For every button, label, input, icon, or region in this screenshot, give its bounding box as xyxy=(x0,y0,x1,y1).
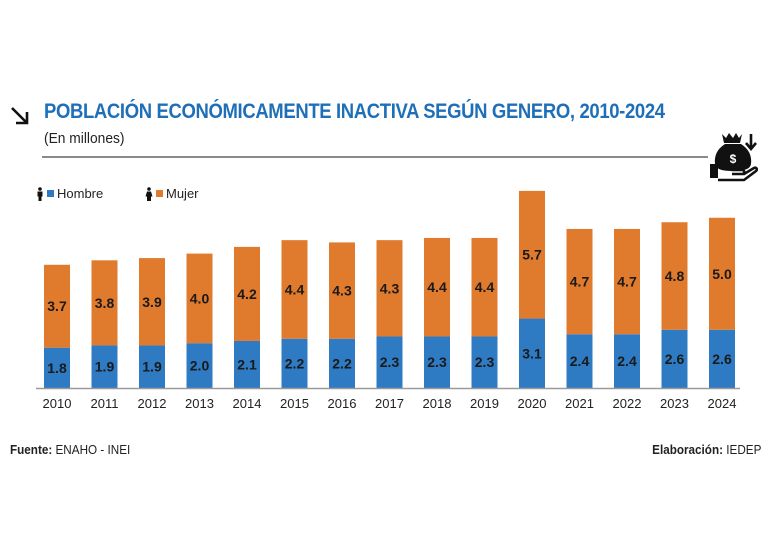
bar-hombre-2020 xyxy=(519,318,545,388)
bar-hombre-2015 xyxy=(281,338,308,388)
money-bag-hand-icon: $ xyxy=(710,133,758,182)
bar-hombre-2023 xyxy=(661,329,688,388)
data-label-hombre-2016: 2.2 xyxy=(332,355,352,371)
credit-value: IEDEP xyxy=(722,442,761,457)
bar-mujer-2010 xyxy=(44,264,70,348)
data-label-mujer-2019: 4.4 xyxy=(475,279,495,295)
bar-mujer-2011 xyxy=(91,260,118,346)
data-label-mujer-2020: 5.7 xyxy=(522,247,542,263)
x-tick-label-2017: 2017 xyxy=(375,396,404,411)
data-label-mujer-2015: 4.4 xyxy=(285,281,305,297)
title-divider xyxy=(42,156,708,158)
man-icon xyxy=(37,186,43,201)
data-label-hombre-2010: 1.8 xyxy=(47,360,67,376)
bar-hombre-2011 xyxy=(91,345,118,388)
bar-mujer-2012 xyxy=(139,258,165,346)
bar-hombre-2016 xyxy=(329,338,355,388)
data-label-mujer-2012: 3.9 xyxy=(142,294,162,310)
data-label-hombre-2024: 2.6 xyxy=(712,351,732,367)
data-label-mujer-2024: 5.0 xyxy=(712,266,732,282)
x-tick-label-2022: 2022 xyxy=(613,396,642,411)
bar-hombre-2024 xyxy=(709,329,735,388)
svg-text:$: $ xyxy=(730,152,737,166)
bar-hombre-2021 xyxy=(566,334,593,388)
data-label-mujer-2023: 4.8 xyxy=(665,268,685,284)
data-label-hombre-2015: 2.2 xyxy=(285,355,305,371)
data-label-mujer-2016: 4.3 xyxy=(332,283,352,299)
bar-mujer-2014 xyxy=(234,246,260,341)
data-label-hombre-2021: 2.4 xyxy=(570,353,590,369)
credit-label: Elaboración: xyxy=(651,442,723,457)
legend-swatch-mujer xyxy=(156,190,163,197)
chart-title: POBLACIÓN ECONÓMICAMENTE INACTIVA SEGÚN … xyxy=(44,100,665,123)
stacked-bar-chart: 1.8 3.7 2010 1.9 3.8 2011 1.9 3.9 2012 2.0 4.0 2013… xyxy=(36,190,740,411)
bar-mujer-2015 xyxy=(281,240,308,339)
data-label-hombre-2020: 3.1 xyxy=(522,345,542,361)
bar-mujer-2016 xyxy=(329,242,355,339)
bar-mujer-2024 xyxy=(709,217,735,330)
x-tick-label-2012: 2012 xyxy=(138,396,167,411)
legend-label-mujer: Mujer xyxy=(166,186,199,201)
bar-hombre-2012 xyxy=(139,345,165,388)
bar-hombre-2019 xyxy=(471,336,498,388)
legend-label-hombre: Hombre xyxy=(57,186,104,201)
data-label-hombre-2023: 2.6 xyxy=(665,351,685,367)
bar-mujer-2022 xyxy=(614,228,640,335)
x-tick-label-2023: 2023 xyxy=(660,396,689,411)
data-label-hombre-2014: 2.1 xyxy=(237,356,257,372)
x-tick-label-2018: 2018 xyxy=(423,396,452,411)
source-value: ENAHO - INEI xyxy=(52,442,131,457)
data-label-mujer-2014: 4.2 xyxy=(237,286,257,302)
data-label-hombre-2017: 2.3 xyxy=(380,354,400,370)
data-label-mujer-2021: 4.7 xyxy=(570,274,590,290)
data-label-mujer-2013: 4.0 xyxy=(190,290,210,306)
x-tick-label-2024: 2024 xyxy=(708,396,737,411)
arrow-down-right-icon xyxy=(11,107,29,125)
bar-hombre-2013 xyxy=(186,343,213,388)
bar-mujer-2023 xyxy=(661,222,688,330)
bar-mujer-2017 xyxy=(376,240,403,337)
legend-swatch-hombre xyxy=(47,190,54,197)
bar-mujer-2020 xyxy=(519,190,545,319)
legend-item-mujer: Mujer xyxy=(145,186,199,201)
x-tick-label-2021: 2021 xyxy=(565,396,594,411)
data-label-hombre-2019: 2.3 xyxy=(475,354,495,370)
data-label-hombre-2022: 2.4 xyxy=(617,353,637,369)
bar-mujer-2018 xyxy=(424,237,450,337)
bar-mujer-2013 xyxy=(186,253,213,344)
data-label-hombre-2011: 1.9 xyxy=(95,359,115,375)
bar-hombre-2014 xyxy=(234,340,260,388)
data-label-mujer-2010: 3.7 xyxy=(47,298,67,314)
data-label-hombre-2013: 2.0 xyxy=(190,358,210,374)
x-tick-label-2020: 2020 xyxy=(518,396,547,411)
data-label-hombre-2018: 2.3 xyxy=(427,354,447,370)
legend-item-hombre: Hombre xyxy=(36,186,103,201)
source-note: Fuente: ENAHO - INEI xyxy=(10,442,130,457)
bar-mujer-2019 xyxy=(471,237,498,337)
data-label-mujer-2022: 4.7 xyxy=(617,274,637,290)
x-tick-label-2015: 2015 xyxy=(280,396,309,411)
x-tick-label-2016: 2016 xyxy=(328,396,357,411)
data-label-mujer-2017: 4.3 xyxy=(380,280,400,296)
x-tick-label-2011: 2011 xyxy=(91,396,119,411)
bar-mujer-2021 xyxy=(566,228,593,335)
data-label-mujer-2018: 4.4 xyxy=(427,279,447,295)
bar-hombre-2010 xyxy=(44,347,70,388)
bar-hombre-2018 xyxy=(424,336,450,388)
x-tick-label-2010: 2010 xyxy=(43,396,72,411)
bar-hombre-2022 xyxy=(614,334,640,388)
woman-icon xyxy=(145,186,153,201)
x-tick-label-2014: 2014 xyxy=(233,396,262,411)
bar-hombre-2017 xyxy=(376,336,403,388)
credit-note: Elaboración: IEDEP xyxy=(652,442,761,457)
source-label: Fuente: xyxy=(10,442,53,457)
x-tick-label-2013: 2013 xyxy=(185,396,214,411)
x-tick-label-2019: 2019 xyxy=(470,396,499,411)
data-label-mujer-2011: 3.8 xyxy=(95,295,115,311)
chart-subtitle: (En millones) xyxy=(44,130,125,147)
data-label-hombre-2012: 1.9 xyxy=(142,359,162,375)
